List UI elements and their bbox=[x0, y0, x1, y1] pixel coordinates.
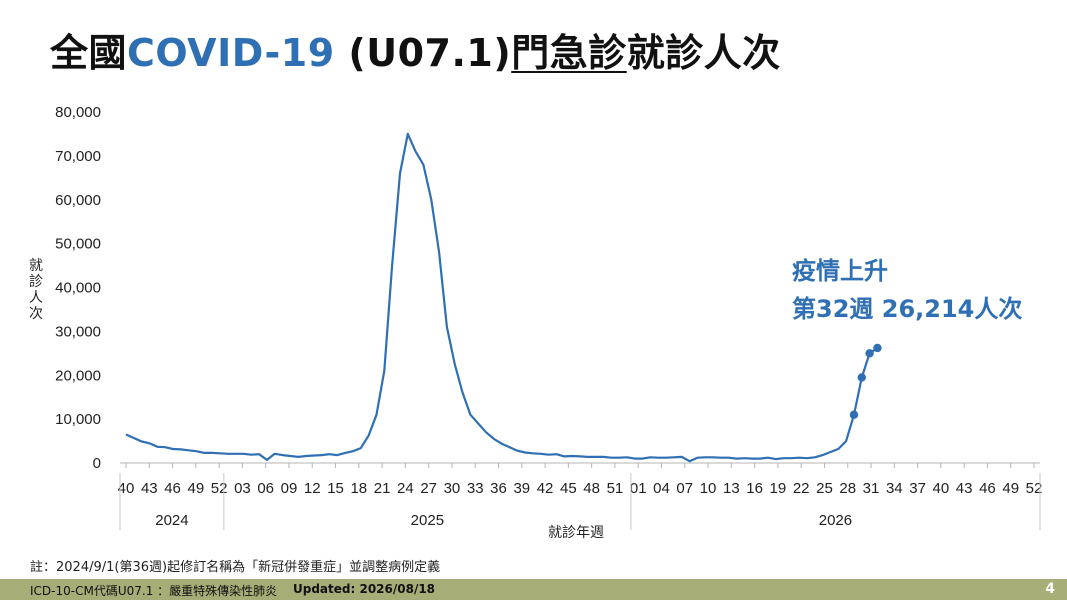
y-tick-label: 10,000 bbox=[55, 411, 101, 428]
page-title: 全國COVID-19 (U07.1)門急診就診人次 bbox=[50, 22, 781, 77]
y-axis-title: 就診人次 bbox=[29, 258, 43, 322]
x-tick-label: 43 bbox=[956, 480, 973, 497]
x-tick-label: 10 bbox=[700, 480, 717, 497]
title-part-covid: COVID-19 bbox=[127, 31, 335, 75]
year-label: 2024 bbox=[155, 512, 188, 529]
x-tick-label: 04 bbox=[653, 480, 670, 497]
x-tick-label: 33 bbox=[467, 480, 484, 497]
x-tick-label: 16 bbox=[746, 480, 763, 497]
y-tick-label: 80,000 bbox=[55, 104, 101, 121]
x-tick-label: 46 bbox=[979, 480, 996, 497]
title-part-national: 全國 bbox=[50, 31, 128, 75]
y-tick-label: 70,000 bbox=[55, 148, 101, 165]
footnote: 註：2024/9/1(第36週)起修訂名稱為「新冠併發重症」並調整病例定義 bbox=[30, 560, 441, 575]
x-tick-label: 13 bbox=[723, 480, 740, 497]
x-tick-label: 03 bbox=[234, 480, 251, 497]
title-part-outpatient: 門急診 bbox=[511, 31, 627, 75]
annotation-line-1: 疫情上升 bbox=[792, 257, 888, 285]
footer-updated-date: Updated: 2026/08/18 bbox=[293, 582, 436, 596]
x-tick-label: 49 bbox=[1002, 480, 1019, 497]
year-label: 2025 bbox=[411, 512, 444, 529]
x-tick-label: 19 bbox=[770, 480, 787, 497]
x-tick-label: 36 bbox=[490, 480, 507, 497]
x-tick-label: 15 bbox=[327, 480, 344, 497]
x-tick-label: 46 bbox=[164, 480, 181, 497]
y-tick-label: 60,000 bbox=[55, 192, 101, 209]
x-tick-label: 49 bbox=[188, 480, 205, 497]
x-tick-label: 31 bbox=[863, 480, 880, 497]
x-tick-label: 52 bbox=[1026, 480, 1043, 497]
x-tick-label: 40 bbox=[118, 480, 135, 497]
x-tick-label: 51 bbox=[607, 480, 624, 497]
x-tick-label: 09 bbox=[281, 480, 298, 497]
x-tick-label: 37 bbox=[909, 480, 926, 497]
y-tick-label: 40,000 bbox=[55, 280, 101, 297]
x-tick-label: 45 bbox=[560, 480, 577, 497]
x-tick-label: 18 bbox=[350, 480, 367, 497]
x-tick-label: 30 bbox=[444, 480, 461, 497]
x-tick-label: 24 bbox=[397, 480, 414, 497]
year-label: 2026 bbox=[819, 512, 852, 529]
y-tick-label: 20,000 bbox=[55, 367, 101, 384]
data-point-marker bbox=[849, 410, 859, 419]
x-tick-label: 01 bbox=[630, 480, 647, 497]
footer-icd-code: ICD-10-CM代碼U07.1 ：嚴重特殊傳染性肺炎 bbox=[30, 584, 278, 598]
x-tick-label: 34 bbox=[886, 480, 903, 497]
series-line bbox=[125, 132, 879, 463]
x-tick-label: 43 bbox=[141, 480, 158, 497]
x-tick-label: 21 bbox=[374, 480, 391, 497]
x-tick-label: 42 bbox=[537, 480, 554, 497]
title-part-visits: 就診人次 bbox=[626, 31, 781, 75]
x-tick-label: 22 bbox=[793, 480, 810, 497]
footer-bar: ICD-10-CM代碼U07.1 ：嚴重特殊傳染性肺炎 Updated: 202… bbox=[0, 579, 1067, 600]
x-tick-label: 25 bbox=[816, 480, 833, 497]
x-axis-title: 就診年週 bbox=[548, 525, 604, 541]
y-tick-label: 30,000 bbox=[55, 323, 101, 340]
title-part-code: (U07.1) bbox=[334, 31, 512, 75]
page-number: 4 bbox=[1045, 581, 1055, 597]
x-tick-label: 48 bbox=[583, 480, 600, 497]
x-tick-label: 27 bbox=[420, 480, 437, 497]
data-point-marker bbox=[865, 349, 874, 358]
y-tick-label: 0 bbox=[93, 455, 101, 472]
x-tick-label: 07 bbox=[676, 480, 693, 497]
x-tick-label: 06 bbox=[257, 480, 274, 497]
data-point-marker bbox=[857, 373, 866, 382]
x-tick-label: 40 bbox=[933, 480, 950, 497]
x-tick-label: 28 bbox=[839, 480, 856, 497]
x-tick-label: 52 bbox=[211, 480, 228, 497]
x-tick-label: 39 bbox=[513, 480, 530, 497]
data-point-marker bbox=[873, 343, 882, 353]
y-tick-label: 50,000 bbox=[55, 236, 101, 253]
x-tick-label: 12 bbox=[304, 480, 321, 497]
annotation-line-2: 第32週 26,214人次 bbox=[792, 295, 1022, 323]
